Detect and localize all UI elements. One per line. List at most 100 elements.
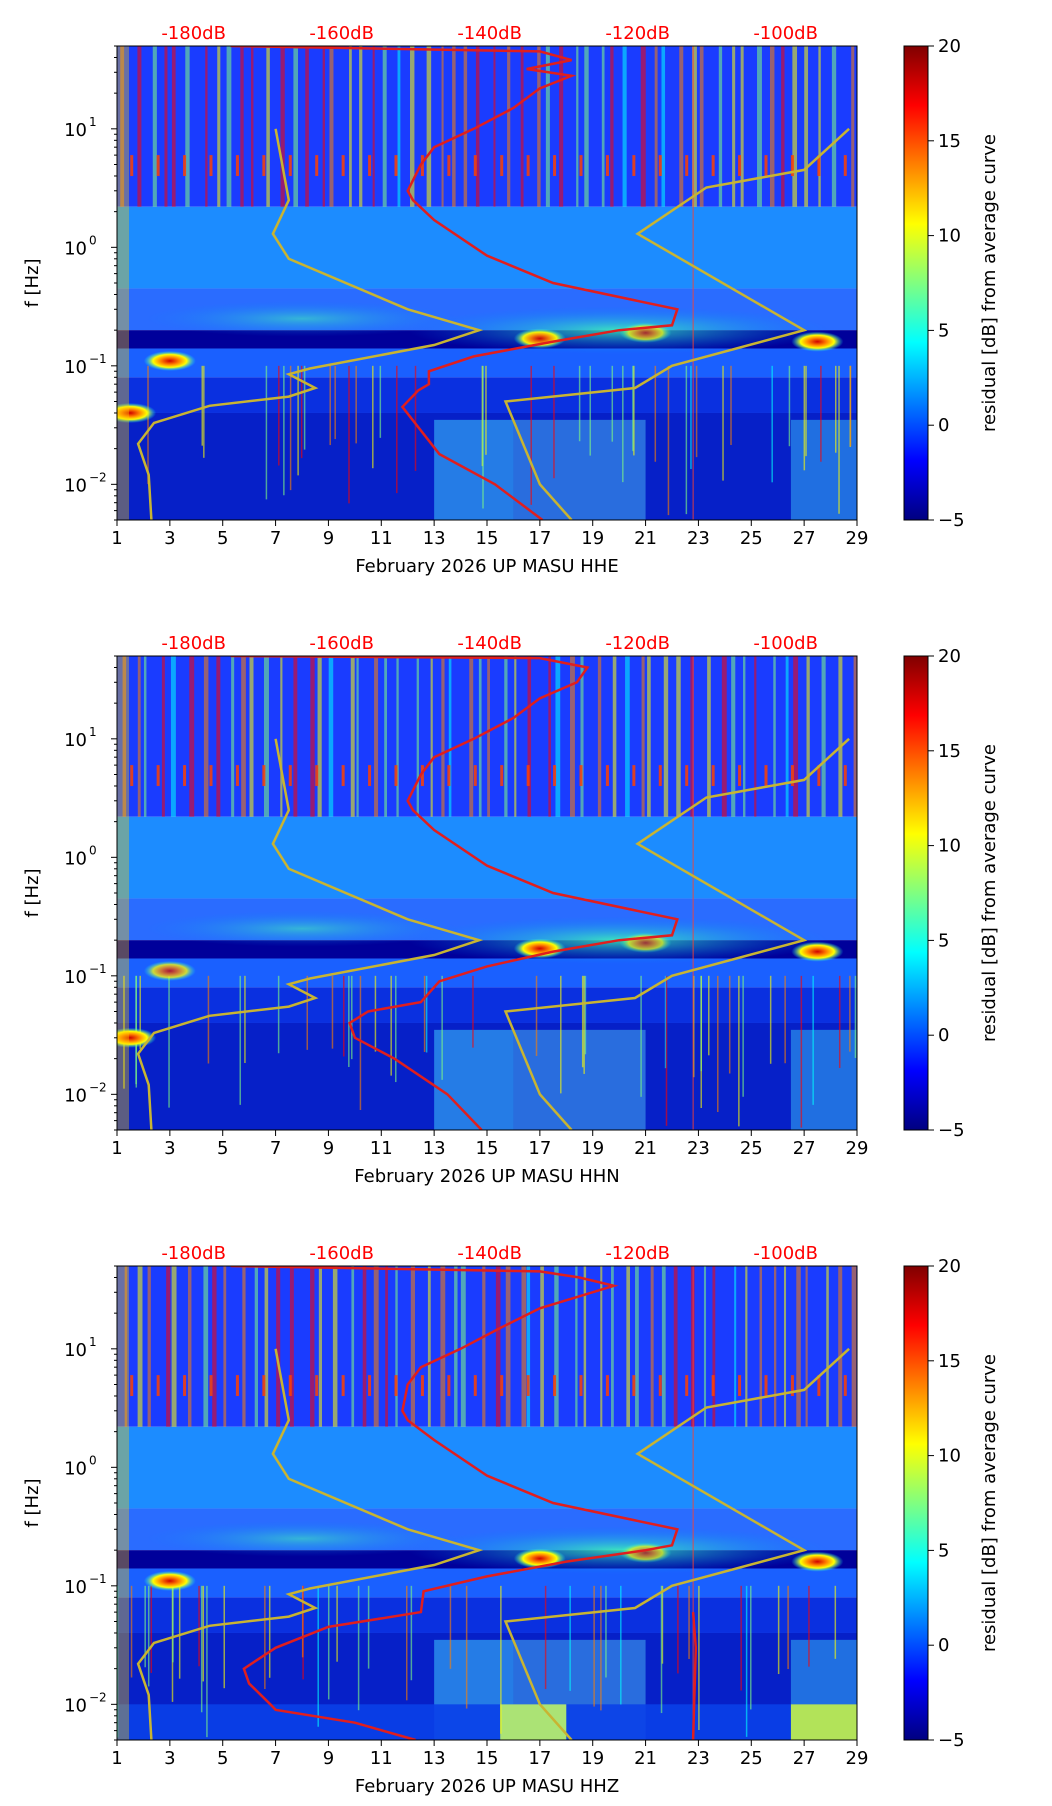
hf-hotspot: [394, 155, 398, 176]
db-tick-label: -140dB: [457, 1243, 522, 1264]
hf-stripe: [137, 46, 142, 207]
hf-hotspot: [209, 155, 213, 176]
db-tick-label: -100dB: [753, 1243, 818, 1264]
hf-stripe: [382, 46, 387, 207]
hf-hotspot: [817, 155, 821, 176]
lf-noise-block: [434, 419, 514, 520]
hf-stripe: [759, 1266, 763, 1427]
hf-hotspot: [341, 1375, 345, 1396]
hf-stripe: [626, 1266, 630, 1427]
colorbar-tick-label: −5: [938, 510, 965, 531]
hf-stripe: [792, 46, 798, 207]
hf-stripe: [507, 46, 511, 207]
spectral-band: [117, 1597, 857, 1633]
hf-stripe: [203, 1266, 209, 1427]
hf-hotspot: [605, 1375, 609, 1396]
db-tick-label: -120dB: [605, 1243, 670, 1264]
colorbar-label: residual [dB] from average curve: [979, 1354, 1000, 1652]
hf-hotspot: [685, 1375, 689, 1396]
colorbar-tick-label: 10: [938, 836, 961, 857]
hf-hotspot: [447, 155, 451, 176]
hf-stripe: [732, 46, 736, 207]
psd-curve-secondary: [691, 1612, 698, 1740]
hf-stripe: [374, 656, 379, 817]
y-tick-label: 10: [64, 848, 87, 869]
hf-stripe: [231, 656, 235, 817]
hf-stripe: [851, 46, 855, 207]
hf-stripe: [555, 656, 561, 817]
hf-stripe: [397, 46, 401, 207]
hf-stripe: [818, 46, 821, 207]
y-tick-exponent: −1: [89, 962, 107, 976]
x-axis-title: February 2026 UP MASU HHZ: [355, 1776, 619, 1797]
hf-hotspot: [288, 1375, 292, 1396]
x-tick-label: 7: [270, 1748, 281, 1769]
hf-hotspot: [553, 155, 557, 176]
hf-hotspot: [235, 765, 239, 786]
hf-hotspot: [262, 155, 266, 176]
hf-hotspot: [341, 765, 345, 786]
hf-stripe: [356, 656, 359, 817]
hf-hotspot: [605, 155, 609, 176]
hf-stripe: [452, 46, 456, 207]
hf-stripe: [610, 46, 614, 207]
hf-hotspot: [817, 765, 821, 786]
hf-hotspot: [183, 155, 187, 176]
db-tick-label: -160dB: [309, 23, 374, 44]
hf-hotspot: [843, 155, 847, 176]
colorbar-gradient: [903, 655, 929, 1131]
microseism-glow: [143, 1520, 461, 1557]
hf-stripe: [757, 46, 762, 207]
colorbar: 20 15 10 5 0 −5 residual [dB] from average cur…: [903, 646, 1000, 1141]
hf-stripe: [223, 1266, 227, 1427]
x-tick-label: 25: [740, 1748, 763, 1769]
spectral-band: [117, 1568, 857, 1598]
hf-stripe: [463, 46, 468, 207]
x-tick-label: 17: [528, 1748, 551, 1769]
hf-hotspot: [579, 765, 583, 786]
hf-stripe: [469, 656, 474, 817]
hot-spot: [117, 1027, 157, 1048]
hf-stripe: [203, 656, 209, 817]
psd-curve: [230, 46, 679, 520]
hf-hotspot: [473, 765, 477, 786]
y-tick-exponent: 1: [89, 1335, 97, 1349]
colorbar-gradient: [903, 1265, 929, 1741]
db-tick-label: -180dB: [161, 23, 226, 44]
hf-stripe: [805, 1266, 808, 1427]
x-tick-label: 17: [528, 528, 551, 549]
hf-hotspot: [473, 1375, 477, 1396]
hf-stripe: [505, 1266, 511, 1427]
x-tick-label: 15: [476, 1748, 499, 1769]
colorbar-tick-label: −5: [938, 1120, 965, 1141]
colorbar: 20 15 10 5 0 −5 residual [dB] from average cur…: [903, 36, 1000, 531]
x-tick-label: 21: [634, 1138, 657, 1159]
db-tick-label: -160dB: [309, 1243, 374, 1264]
x-tick-label: 29: [846, 1748, 869, 1769]
hf-hotspot: [526, 1375, 530, 1396]
db-tick-label: -140dB: [457, 23, 522, 44]
y-tick-exponent: 1: [89, 725, 97, 739]
hf-hotspot: [209, 765, 213, 786]
hf-hotspot: [579, 1375, 583, 1396]
edge-column: [117, 46, 129, 520]
y-tick-exponent: 0: [89, 1453, 97, 1467]
x-tick-label: 29: [846, 528, 869, 549]
hf-hotspot: [711, 155, 715, 176]
hf-stripe: [185, 46, 190, 207]
hf-stripe: [441, 46, 444, 207]
hot-spot: [791, 331, 844, 352]
db-tick-label: -160dB: [309, 633, 374, 654]
hf-stripe: [166, 1266, 171, 1427]
x-tick-label: 19: [581, 1138, 604, 1159]
hf-hotspot: [817, 1375, 821, 1396]
y-tick-exponent: −2: [89, 1080, 107, 1094]
hf-stripe: [266, 46, 270, 207]
hf-stripe: [293, 46, 299, 207]
hf-hotspot: [553, 1375, 557, 1396]
x-tick-label: 11: [370, 1748, 393, 1769]
colorbar-tick-label: 10: [938, 1446, 961, 1467]
hf-hotspot: [526, 765, 530, 786]
hf-hotspot: [156, 155, 160, 176]
hf-stripe: [263, 656, 269, 817]
